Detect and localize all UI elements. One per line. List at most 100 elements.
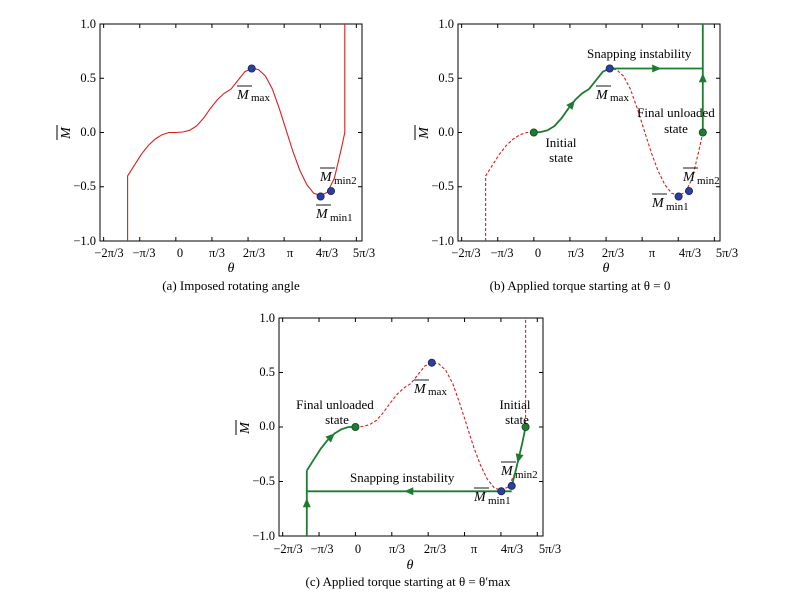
panel-c-xlabel: θ bbox=[407, 558, 414, 573]
panel-a-ytick-3: 0.0 bbox=[80, 125, 96, 139]
panel-c-series-4-arrow bbox=[302, 498, 311, 508]
panel-a-points bbox=[247, 64, 335, 201]
panel-b-initial-label-1: Initial bbox=[545, 135, 576, 150]
panel-c-xtick-7: 4π/3 bbox=[501, 542, 523, 556]
panel-c-xtick-8: 5π/3 bbox=[539, 542, 561, 556]
panel-a-ytick-1: 1.0 bbox=[80, 17, 96, 31]
panel-a-ylabel: M bbox=[56, 125, 74, 140]
svg-text:M: M bbox=[59, 126, 74, 140]
panel-a-xtick-5: 2π/3 bbox=[243, 246, 265, 260]
panel-b-xtick-2: −π/3 bbox=[490, 246, 513, 260]
svg-text:min1: min1 bbox=[666, 201, 689, 213]
panel-c-ytick-2: 0.5 bbox=[259, 365, 275, 379]
panel-a-ticks bbox=[100, 23, 362, 242]
panel-b-point-2 bbox=[674, 192, 683, 201]
panel-c-series-1 bbox=[355, 318, 527, 491]
panel-a-xtick-1: −2π/3 bbox=[94, 246, 123, 260]
panel-a-xtick-7: 4π/3 bbox=[316, 246, 338, 260]
panel-a-point-1 bbox=[247, 64, 256, 73]
panel-b-series-4-arrow bbox=[698, 73, 707, 83]
svg-text:M: M bbox=[319, 170, 333, 185]
panel-b-ytick-3: 0.0 bbox=[438, 125, 454, 139]
panel-b-series bbox=[485, 24, 707, 241]
panel-b-xtick-1: −2π/3 bbox=[451, 246, 480, 260]
panel-c-ytick-3: 0.0 bbox=[259, 419, 275, 433]
panel-b-xtick-6: π bbox=[649, 246, 656, 260]
panel-a-label-mmin2: M min2 bbox=[319, 167, 357, 187]
panel-a-series bbox=[127, 24, 346, 241]
panel-b-ylabel: M bbox=[414, 125, 432, 140]
panel-c-xtick-6: π bbox=[471, 542, 478, 556]
panel-b-xlabel: θ bbox=[603, 261, 610, 276]
panel-c-series-3-arrow bbox=[404, 487, 414, 496]
panel-c-point-2 bbox=[497, 487, 506, 496]
svg-text:M: M bbox=[595, 88, 609, 103]
panel-c-ylabel: M bbox=[235, 420, 253, 435]
panel-c-xtick-3: 0 bbox=[355, 542, 361, 556]
panel-c-series-2-arrow bbox=[515, 453, 524, 463]
panel-b-series-2-arrow bbox=[566, 100, 575, 110]
svg-text:M: M bbox=[315, 207, 329, 222]
panel-b-ticks bbox=[458, 23, 720, 242]
svg-text:min1: min1 bbox=[488, 495, 511, 507]
panel-c-ticks bbox=[279, 317, 543, 537]
panel-b-final-label-1: Final unloaded bbox=[637, 105, 715, 120]
panel-c-label-mmax: M max bbox=[413, 379, 447, 398]
svg-text:max: max bbox=[428, 386, 447, 398]
panel-c-series bbox=[302, 318, 527, 536]
panel-b-ytick-5: −1.0 bbox=[431, 234, 454, 248]
panel-b-point-3 bbox=[685, 187, 694, 196]
panel-b-series-3-arrow bbox=[652, 64, 662, 73]
panel-b-label-mmin2: M min2 bbox=[682, 167, 720, 187]
panel-a-xtick-6: π bbox=[287, 246, 294, 260]
panel-b-ytick-4: −0.5 bbox=[431, 179, 454, 193]
panel-b-point-5 bbox=[698, 128, 707, 137]
panel-c: 1.0 0.5 0.0 −0.5 −1.0 −2π/3 −π/3 0 π/3 2… bbox=[235, 311, 561, 589]
svg-text:M: M bbox=[413, 382, 427, 397]
panel-c-final-label-1: Final unloaded bbox=[296, 397, 374, 412]
svg-text:M: M bbox=[651, 196, 665, 211]
panel-b-ytick-2: 0.5 bbox=[438, 71, 454, 85]
panel-c-ytick-1: 1.0 bbox=[259, 311, 275, 325]
panel-b-label-mmax: M max bbox=[595, 85, 629, 104]
svg-text:M: M bbox=[473, 490, 487, 505]
svg-text:max: max bbox=[610, 92, 629, 104]
panel-b-point-4 bbox=[529, 128, 538, 137]
svg-text:M: M bbox=[238, 421, 253, 435]
panel-c-caption: (c) Applied torque starting at θ = θ′max bbox=[306, 574, 511, 589]
panel-c-label-mmin2: M min2 bbox=[500, 461, 538, 481]
svg-text:M: M bbox=[236, 88, 250, 103]
panel-b-caption: (b) Applied torque starting at θ = 0 bbox=[490, 278, 671, 293]
panel-a-caption: (a) Imposed rotating angle bbox=[162, 278, 300, 293]
panel-a-label-mmax: M max bbox=[236, 85, 270, 104]
panel-c-xtick-5: 2π/3 bbox=[424, 542, 446, 556]
panel-b-points bbox=[529, 64, 707, 201]
svg-text:min1: min1 bbox=[330, 212, 353, 224]
svg-text:min2: min2 bbox=[697, 175, 720, 187]
panel-c-point-4 bbox=[351, 422, 360, 431]
panel-a-xtick-8: 5π/3 bbox=[353, 246, 375, 260]
panel-a-xtick-3: 0 bbox=[177, 246, 183, 260]
panel-a-xtick-2: −π/3 bbox=[132, 246, 155, 260]
panel-c-series-5-arrow bbox=[325, 433, 335, 443]
svg-text:M: M bbox=[682, 170, 696, 185]
panel-a-ytick-5: −1.0 bbox=[73, 234, 96, 248]
panel-c-ytick-5: −1.0 bbox=[252, 529, 275, 543]
panel-b-xtick-8: 5π/3 bbox=[716, 246, 738, 260]
panel-b-xtick-3: 0 bbox=[535, 246, 541, 260]
panel-c-xtick-1: −2π/3 bbox=[273, 542, 302, 556]
panel-a-ytick-4: −0.5 bbox=[73, 179, 96, 193]
panel-a-label-mmin1: M min1 bbox=[315, 204, 353, 224]
svg-text:min2: min2 bbox=[334, 175, 357, 187]
panel-c-point-5 bbox=[521, 422, 530, 431]
panel-b-label-mmin1: M min1 bbox=[651, 193, 689, 213]
panel-c-snapping-label: Snapping instability bbox=[350, 470, 455, 485]
panel-a-ytick-2: 0.5 bbox=[80, 71, 96, 85]
panel-c-initial-label-2: state bbox=[505, 412, 529, 427]
panel-a-series-1 bbox=[127, 24, 346, 241]
panel-c-points bbox=[351, 358, 530, 496]
panel-b-snapping-label: Snapping instability bbox=[587, 46, 692, 61]
panel-b-point-1 bbox=[605, 64, 614, 73]
svg-text:M: M bbox=[417, 126, 432, 140]
panel-c-initial-label-1: Initial bbox=[499, 397, 530, 412]
